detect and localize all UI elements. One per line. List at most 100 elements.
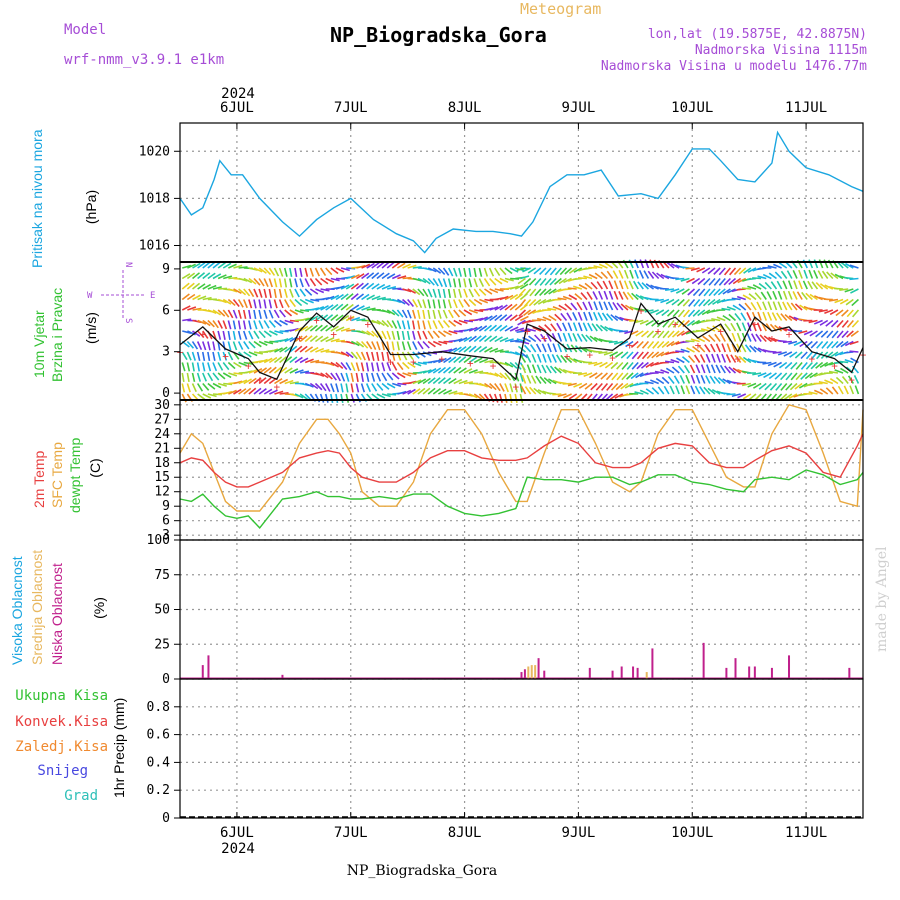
- wind-arrow: [263, 267, 272, 276]
- wind-arrow: [514, 383, 518, 393]
- wind-arrow: [232, 309, 238, 319]
- wind-arrow: [660, 273, 670, 280]
- day-label-top: 9JUL: [562, 100, 596, 116]
- wind-arrow: [675, 350, 685, 353]
- wind-arrow: [541, 364, 547, 374]
- wind-arrow: [191, 383, 197, 393]
- wind-arrow: [647, 340, 655, 349]
- wind-arrow: [632, 280, 639, 290]
- wind-arrow: [509, 285, 519, 290]
- wind-arrow: [371, 351, 375, 361]
- wind-arrow: [604, 361, 614, 369]
- wind-arrow: [651, 351, 660, 359]
- wind-arrow: [548, 288, 557, 295]
- wind-arrow: [854, 385, 860, 395]
- wind-arrow: [233, 361, 242, 368]
- wind-arrow: [636, 340, 644, 349]
- wind-arrow: [746, 312, 752, 321]
- coords-label: lon,lat (19.5875E, 42.8875N): [648, 27, 867, 42]
- wind-arrow: [309, 335, 318, 343]
- wind-arrow: [233, 380, 243, 385]
- wind-arrow: [815, 330, 824, 338]
- wind-arrow: [798, 269, 803, 279]
- wind-arrow: [661, 309, 670, 317]
- wind-arrow: [222, 309, 230, 318]
- wind-arrow: [686, 319, 696, 327]
- day-label-top: 11JUL: [785, 100, 827, 116]
- wind-arrow: [458, 379, 468, 385]
- wind-arrow: [830, 319, 839, 328]
- wind-arrow: [499, 361, 509, 367]
- wind-arrow: [186, 383, 191, 393]
- compass-rose: W E N S: [87, 262, 155, 323]
- wind-arrow: [554, 313, 562, 322]
- wind-arrow: [694, 385, 701, 395]
- wind-arrow: [728, 313, 737, 322]
- wind-arrow: [730, 354, 737, 363]
- wind-arrow: [381, 341, 385, 351]
- wind-arrow: [577, 372, 588, 376]
- wind-arrow: [360, 372, 364, 382]
- wind-arrow: [186, 272, 196, 280]
- wind-arrow: [717, 377, 726, 385]
- wind-arrow: [572, 322, 578, 332]
- wind-arrow: [191, 351, 196, 361]
- wind-arrow: [232, 341, 238, 351]
- wind-arrow: [350, 293, 359, 301]
- wind-arrow: [666, 340, 675, 348]
- precip-legend-label: Snijeg: [37, 763, 88, 779]
- wind-arrow: [598, 290, 604, 300]
- wind-arrow: [335, 351, 345, 356]
- wind-arrow: [401, 341, 406, 351]
- wind-arrow: [258, 267, 267, 274]
- precip-tick-label: 0.8: [147, 700, 170, 715]
- wind-arrow: [263, 388, 273, 395]
- wind-arrow: [747, 358, 757, 364]
- wind-arrow: [821, 270, 829, 279]
- wind-arrow: [484, 324, 493, 332]
- wind-arrow: [620, 382, 629, 390]
- wind-arrow: [186, 372, 190, 382]
- wind-arrow: [562, 288, 572, 291]
- wind-speed-marker: +: [786, 328, 793, 341]
- wind-arrow: [509, 293, 519, 301]
- wind-arrow: [636, 351, 644, 360]
- cloud-bar: [537, 658, 540, 679]
- wind-arrow: [716, 298, 726, 304]
- wind-arrow: [754, 292, 762, 301]
- wind-arrow: [453, 267, 458, 277]
- wind-arrow: [401, 361, 410, 370]
- wind-arrow: [274, 330, 284, 335]
- wind-arrow: [489, 306, 499, 311]
- wind-arrow: [703, 277, 711, 286]
- wind-arrow: [402, 263, 412, 269]
- wind-arrow: [182, 318, 192, 322]
- cloud-bar: [770, 667, 773, 679]
- cloud-bar: [748, 666, 751, 679]
- wind-arrow: [763, 335, 772, 343]
- wind-arrow: [228, 389, 237, 395]
- wind-arrow: [538, 325, 547, 332]
- wind-unit: (m/s): [83, 312, 99, 344]
- wind-arrow: [554, 267, 562, 276]
- wind-arrow: [611, 372, 619, 381]
- wind-arrow: [356, 273, 365, 280]
- wind-arrow: [680, 385, 686, 395]
- wind-arrow: [361, 306, 371, 311]
- wind-arrow: [340, 284, 350, 290]
- wind-arrow: [660, 369, 670, 374]
- wind-arrow: [677, 309, 685, 318]
- wind-arrow: [510, 339, 520, 343]
- precip-legend-label: Ukupna Kisa: [15, 688, 108, 704]
- wind-arrow: [386, 320, 394, 329]
- wind-arrow: [706, 326, 716, 332]
- wind-arrow: [391, 262, 401, 269]
- wind-arrow: [558, 367, 567, 374]
- wind-arrow: [365, 362, 370, 372]
- wind-arrow: [248, 369, 258, 374]
- wind-arrow: [412, 288, 421, 296]
- wind-arrow: [299, 335, 308, 343]
- wind-arrow: [539, 277, 547, 286]
- wind-arrow: [350, 362, 356, 372]
- wind-arrow: [181, 383, 186, 393]
